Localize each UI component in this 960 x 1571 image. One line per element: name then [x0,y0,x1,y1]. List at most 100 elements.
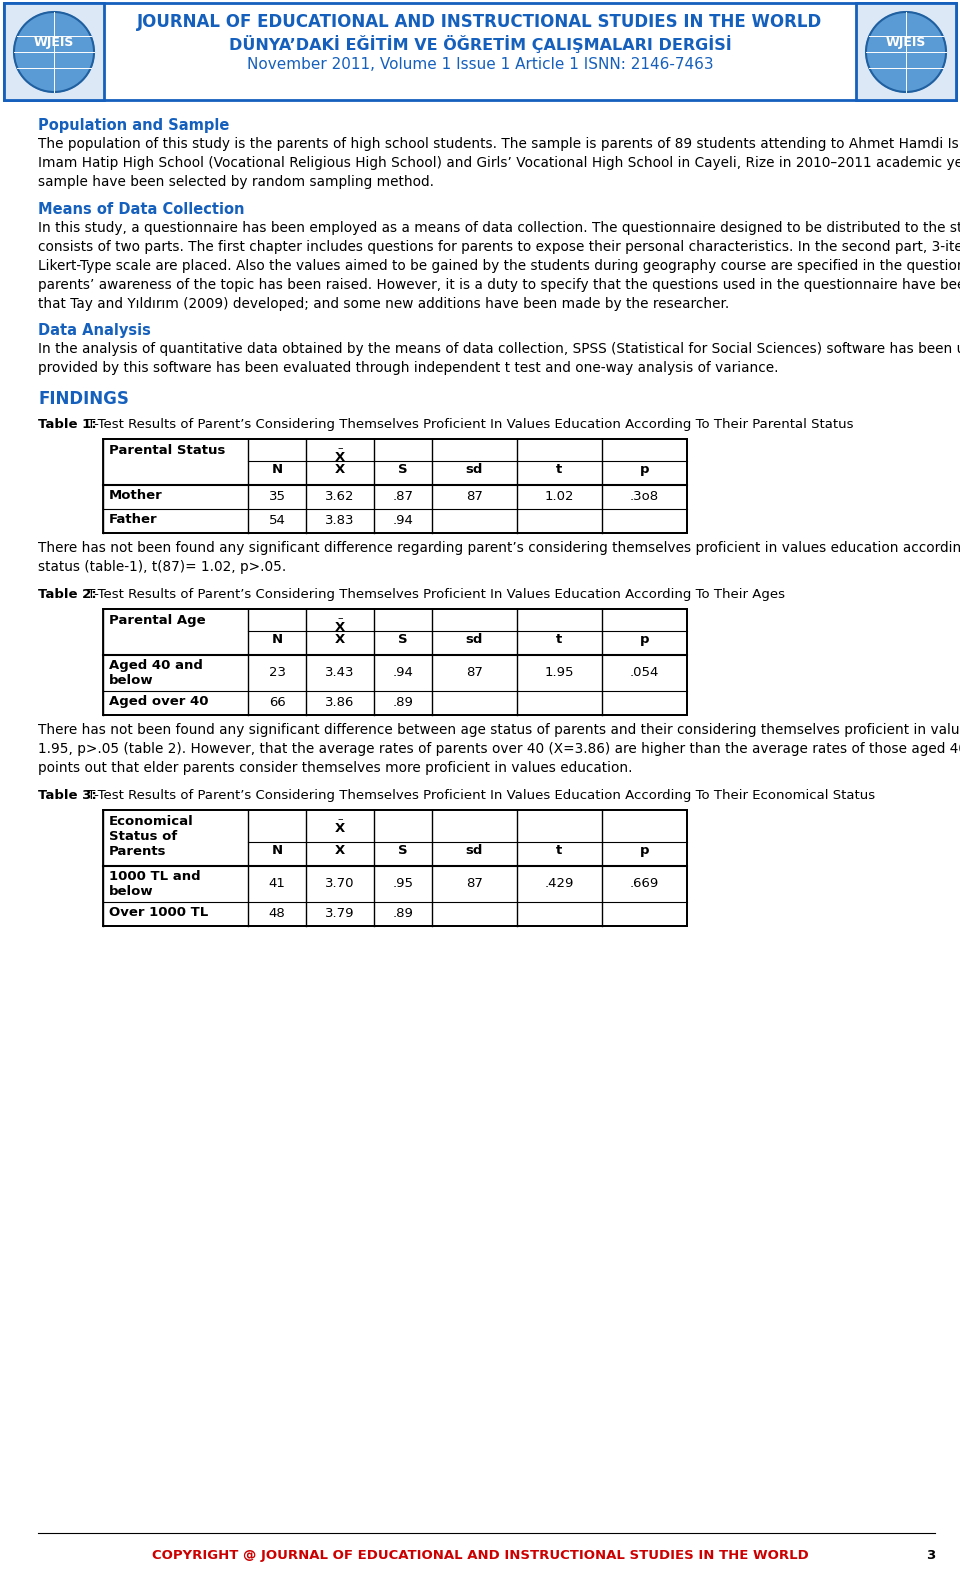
Text: Table 3:: Table 3: [38,789,97,803]
Text: 48: 48 [269,906,285,921]
Text: N: N [272,633,282,646]
Text: Table 1:: Table 1: [38,418,97,430]
Text: consists of two parts. The first chapter includes questions for parents to expos: consists of two parts. The first chapter… [38,240,960,253]
Text: 1.02: 1.02 [544,490,574,503]
Text: 3.43: 3.43 [325,666,355,679]
Text: 41: 41 [269,877,285,891]
Text: X: X [335,621,346,633]
Text: X: X [335,463,346,476]
Text: Economical
Status of
Parents: Economical Status of Parents [109,815,194,858]
Text: T-Test Results of Parent’s Considering Themselves Proficient In Values Education: T-Test Results of Parent’s Considering T… [84,588,785,602]
Text: X: X [335,822,346,834]
Text: November 2011, Volume 1 Issue 1 Article 1 ISNN: 2146-7463: November 2011, Volume 1 Issue 1 Article … [247,57,713,72]
Text: In the analysis of quantitative data obtained by the means of data collection, S: In the analysis of quantitative data obt… [38,342,960,357]
Text: In this study, a questionnaire has been employed as a means of data collection. : In this study, a questionnaire has been … [38,220,960,234]
Text: Data Analysis: Data Analysis [38,324,151,338]
Text: Aged 40 and
below: Aged 40 and below [109,658,203,687]
Text: 66: 66 [269,696,285,709]
Text: –: – [337,613,343,622]
Text: Parental Status: Parental Status [109,443,226,457]
Text: p: p [639,844,649,856]
Bar [856,3,956,101]
Text: Father: Father [109,512,157,526]
Text: .054: .054 [630,666,660,679]
Text: .87: .87 [393,490,414,503]
Text: 3.62: 3.62 [325,490,355,503]
Text: 1.95, p>.05 (table 2). However, that the average rates of parents over 40 (X=3.8: 1.95, p>.05 (table 2). However, that the… [38,742,960,756]
Text: T-Test Results of Parent’s Considering Themselves Proficient In Values Education: T-Test Results of Parent’s Considering T… [84,418,853,430]
Text: T-Test Results of Parent’s Considering Themselves Proficient In Values Education: T-Test Results of Parent’s Considering T… [84,789,876,803]
Text: 54: 54 [269,514,285,528]
Bar [103,809,687,925]
Text: .89: .89 [393,906,414,921]
Text: COPYRIGHT @ JOURNAL OF EDUCATIONAL AND INSTRUCTIONAL STUDIES IN THE WORLD: COPYRIGHT @ JOURNAL OF EDUCATIONAL AND I… [152,1549,808,1562]
Text: JOURNAL OF EDUCATIONAL AND INSTRUCTIONAL STUDIES IN THE WORLD: JOURNAL OF EDUCATIONAL AND INSTRUCTIONAL… [137,13,823,31]
Text: S: S [398,844,408,856]
Text: status (table-1), t(87)= 1.02, p>.05.: status (table-1), t(87)= 1.02, p>.05. [38,559,286,573]
Circle shape [14,13,94,93]
Text: .94: .94 [393,514,414,528]
Text: WJEIS: WJEIS [34,36,74,49]
Bar [103,608,687,715]
Text: The population of this study is the parents of high school students. The sample : The population of this study is the pare… [38,137,960,151]
Text: t: t [557,844,563,856]
Text: sd: sd [466,463,483,476]
Text: There has not been found any significant difference regarding parent’s consideri: There has not been found any significant… [38,540,960,555]
Text: parents’ awareness of the topic has been raised. However, it is a duty to specif: parents’ awareness of the topic has been… [38,278,960,292]
Text: Parental Age: Parental Age [109,614,205,627]
Text: 87: 87 [466,490,483,503]
Bar [4,3,956,101]
Text: S: S [398,463,408,476]
Text: .95: .95 [393,877,414,891]
Text: .669: .669 [630,877,660,891]
Text: DÜNYA’DAKİ EĞİTİM VE ÖĞRETİM ÇALIŞMALARI DERGİSİ: DÜNYA’DAKİ EĞİTİM VE ÖĞRETİM ÇALIŞMALARI… [228,35,732,53]
Text: S: S [398,633,408,646]
Text: Likert-Type scale are placed. Also the values aimed to be gained by the students: Likert-Type scale are placed. Also the v… [38,259,960,273]
Text: 23: 23 [269,666,285,679]
Text: that Tay and Yıldırım (2009) developed; and some new additions have been made by: that Tay and Yıldırım (2009) developed; … [38,297,730,311]
Text: sample have been selected by random sampling method.: sample have been selected by random samp… [38,174,434,189]
Text: 3.70: 3.70 [325,877,355,891]
Text: Table 2:: Table 2: [38,588,97,602]
Text: points out that elder parents consider themselves more proficient in values educ: points out that elder parents consider t… [38,760,633,775]
Text: 1.95: 1.95 [544,666,574,679]
Text: 87: 87 [466,877,483,891]
Text: Mother: Mother [109,489,163,501]
Text: p: p [639,633,649,646]
Text: X: X [335,844,346,856]
Text: t: t [557,463,563,476]
Text: –: – [337,443,343,452]
Text: 87: 87 [466,666,483,679]
Text: Population and Sample: Population and Sample [38,118,229,134]
Text: sd: sd [466,633,483,646]
Text: 3.83: 3.83 [325,514,355,528]
Text: Imam Hatip High School (Vocational Religious High School) and Girls’ Vocational : Imam Hatip High School (Vocational Relig… [38,156,960,170]
Text: 35: 35 [269,490,285,503]
Text: N: N [272,463,282,476]
Text: 1000 TL and
below: 1000 TL and below [109,870,201,897]
Text: .3o8: .3o8 [630,490,660,503]
Bar [4,3,104,101]
Text: sd: sd [466,844,483,856]
Text: .94: .94 [393,666,414,679]
Text: X: X [335,633,346,646]
Text: 3.79: 3.79 [325,906,355,921]
Text: FINDINGS: FINDINGS [38,390,129,408]
Text: 3.86: 3.86 [325,696,354,709]
Bar [103,438,687,533]
Text: Means of Data Collection: Means of Data Collection [38,201,245,217]
Text: .429: .429 [545,877,574,891]
Text: X: X [335,451,346,463]
Circle shape [866,13,946,93]
Text: Aged over 40: Aged over 40 [109,694,208,707]
Text: provided by this software has been evaluated through independent t test and one-: provided by this software has been evalu… [38,361,779,375]
Text: Over 1000 TL: Over 1000 TL [109,905,208,919]
Text: .89: .89 [393,696,414,709]
Text: –: – [337,814,343,823]
Text: N: N [272,844,282,856]
Text: 3: 3 [925,1549,935,1562]
Text: t: t [557,633,563,646]
Text: p: p [639,463,649,476]
Text: There has not been found any significant difference between age status of parent: There has not been found any significant… [38,723,960,737]
Text: WJEIS: WJEIS [886,36,926,49]
